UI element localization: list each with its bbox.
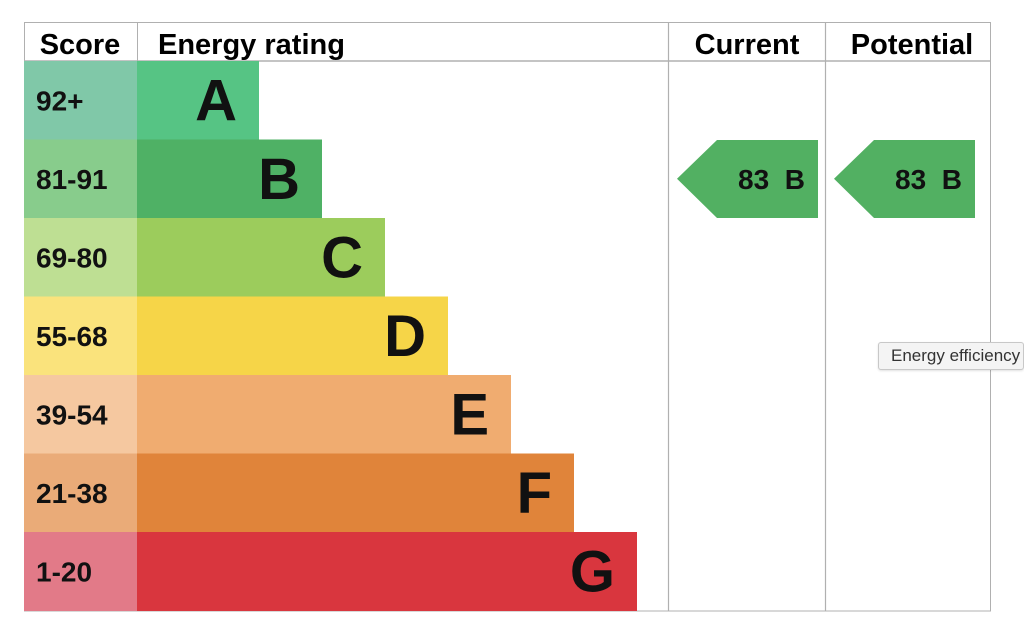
current-rating-label: 83 B <box>738 164 805 195</box>
header-current: Current <box>695 29 800 61</box>
score-cell-c <box>24 218 137 297</box>
band-bar-e <box>137 375 511 454</box>
score-cell-d <box>24 296 137 376</box>
header-score: Score <box>40 29 121 61</box>
score-range-b: 81-91 <box>36 164 108 195</box>
score-cell-a <box>24 61 137 140</box>
band-letter-c: C <box>321 225 363 290</box>
score-range-d: 55-68 <box>36 321 108 352</box>
band-bar-f <box>137 453 574 533</box>
score-cell-g <box>24 532 137 611</box>
band-bar-b <box>137 139 322 219</box>
band-letter-b: B <box>258 147 300 212</box>
band-letter-a: A <box>195 68 237 133</box>
band-bar-a <box>137 61 259 140</box>
band-letter-f: F <box>517 461 552 526</box>
header-energy-rating: Energy rating <box>158 29 345 61</box>
header-potential: Potential <box>851 29 973 61</box>
band-bar-d <box>137 296 448 376</box>
rating-arrows: 83 B 83 B <box>677 140 975 218</box>
score-cell-b <box>24 139 137 219</box>
score-range-a: 92+ <box>36 85 84 116</box>
score-range-f: 21-38 <box>36 478 108 509</box>
potential-rating-arrow <box>834 140 975 218</box>
potential-rating-label: 83 B <box>895 164 962 195</box>
score-cell-f <box>24 453 137 533</box>
band-letter-d: D <box>384 304 426 369</box>
current-rating-arrow <box>677 140 818 218</box>
score-cell-e <box>24 375 137 454</box>
score-range-c: 69-80 <box>36 242 108 273</box>
band-letter-g: G <box>570 539 615 604</box>
score-range-g: 1-20 <box>36 556 92 587</box>
score-range-e: 39-54 <box>36 399 108 430</box>
rating-bands: 92+ A 81-91 B 69-80 C 55-68 D 39-54 E 21-38 F 1-20 G <box>24 61 637 611</box>
band-letter-e: E <box>450 382 489 447</box>
band-bar-g <box>137 532 637 611</box>
column-headers: Score Energy rating Current Potential <box>40 29 974 61</box>
energy-efficiency-tooltip: Energy efficiency <box>878 342 1024 370</box>
band-bar-c <box>137 218 385 297</box>
